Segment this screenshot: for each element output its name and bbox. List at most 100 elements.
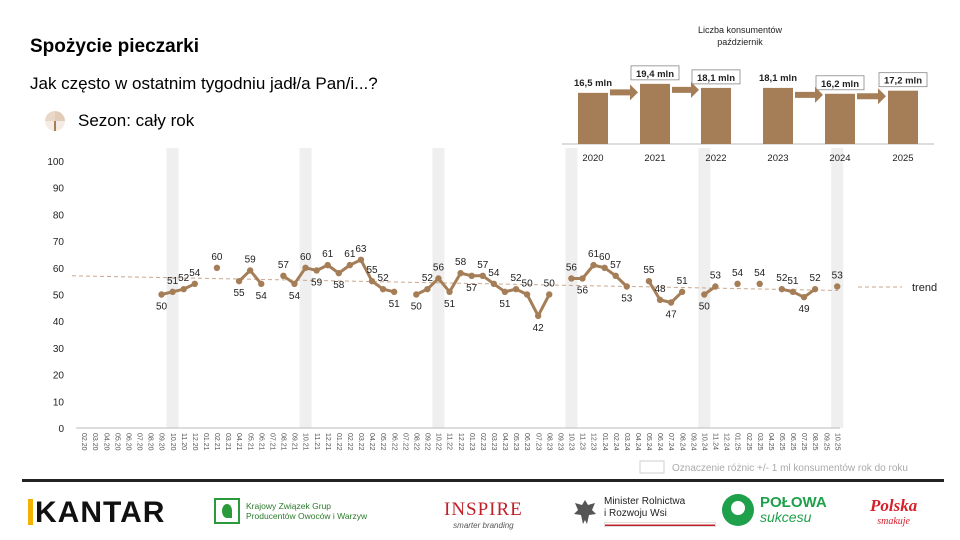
- data-label: 51: [499, 299, 511, 310]
- data-point: [180, 285, 187, 293]
- x-tick-label: 09.22: [424, 433, 431, 451]
- x-tick-label: 08.24: [678, 433, 685, 451]
- season-indicator: Sezon: cały rok: [44, 110, 194, 132]
- data-label: 50: [156, 302, 168, 313]
- data-point: [313, 267, 320, 274]
- inset-label-box: [691, 69, 741, 85]
- data-label: 54: [289, 291, 301, 302]
- series-line-segment: [161, 282, 196, 296]
- x-tick-label: 10.25: [833, 433, 840, 451]
- x-tick-label: 03.22: [357, 433, 364, 451]
- data-label: 56: [577, 285, 589, 296]
- x-tick-label: 03.21: [224, 433, 231, 451]
- x-tick-label: 07.21: [268, 433, 275, 451]
- x-tick-label: 04.23: [501, 433, 508, 451]
- data-label: 51: [787, 276, 799, 287]
- x-tick-label: 07.23: [534, 433, 541, 451]
- data-label: 52: [510, 273, 522, 284]
- data-label: 51: [389, 299, 401, 310]
- data-label: 59: [245, 254, 257, 265]
- y-tick-label: 50: [53, 291, 65, 302]
- data-point: [645, 277, 653, 285]
- x-tick-label: 12.20: [191, 433, 198, 451]
- x-tick-label: 06.24: [656, 433, 663, 451]
- inset-arrow: [795, 86, 823, 103]
- data-label: 51: [444, 299, 456, 310]
- x-tick-label: 07.22: [401, 433, 408, 451]
- highlight-band: [166, 148, 179, 428]
- data-label: 50: [522, 279, 534, 290]
- x-tick-label: 05.25: [778, 433, 785, 451]
- inset-label-box: [815, 75, 865, 91]
- ministry-logo: Minister Rolnictwa i Rozwoju Wsi: [572, 496, 716, 527]
- x-tick-label: 11.21: [313, 433, 320, 450]
- data-label: 52: [422, 273, 434, 284]
- data-label: 58: [455, 257, 467, 268]
- data-point: [390, 288, 398, 296]
- data-point: [479, 272, 486, 280]
- data-label: 56: [566, 262, 578, 273]
- inset-label-box: [878, 72, 928, 88]
- inset-value-label: 16,2 mln: [821, 79, 859, 90]
- data-point: [811, 285, 819, 293]
- question-text: Jak często w ostatnim tygodniu jadł/a Pa…: [30, 74, 378, 93]
- x-tick-label: 01.22: [335, 433, 342, 451]
- y-tick-label: 70: [53, 237, 65, 248]
- x-tick-label: 09.20: [158, 433, 165, 451]
- data-point: [457, 269, 464, 277]
- data-point: [357, 256, 365, 263]
- x-tick-label: 06.21: [257, 433, 264, 451]
- x-tick-label: 11.20: [180, 433, 187, 450]
- x-tick-label: 01.21: [202, 433, 209, 451]
- data-label: 52: [810, 273, 822, 284]
- data-point: [612, 272, 619, 280]
- inset-category-label: 2020: [582, 153, 603, 164]
- x-tick-label: 02.24: [612, 433, 619, 451]
- data-point: [734, 280, 741, 288]
- inset-value-label: 18,1 mln: [697, 73, 735, 84]
- inset-bar: [825, 93, 855, 144]
- polowa-circle-icon: [722, 494, 754, 526]
- x-tick-label: 03.20: [91, 433, 98, 451]
- series-line-segment: [781, 287, 816, 299]
- data-label: 60: [599, 252, 611, 263]
- data-point: [834, 283, 841, 290]
- inset-category-label: 2021: [644, 153, 665, 164]
- x-tick-label: 05.23: [512, 433, 519, 451]
- x-tick-label: 09.23: [556, 433, 563, 451]
- x-tick-label: 10.24: [700, 433, 707, 451]
- x-tick-label: 12.22: [457, 433, 464, 451]
- x-tick-label: 06.25: [789, 433, 796, 451]
- data-point: [169, 288, 176, 296]
- data-label: 54: [732, 268, 744, 279]
- inset-label-box: [630, 65, 680, 81]
- data-label: 50: [699, 302, 711, 313]
- y-tick-label: 10: [53, 397, 65, 408]
- x-tick-label: 06.23: [523, 433, 530, 451]
- data-point: [579, 275, 586, 282]
- data-label: 50: [411, 302, 423, 313]
- data-label: 52: [178, 273, 190, 284]
- x-tick-label: 12.21: [324, 433, 331, 451]
- data-label: 54: [189, 268, 201, 279]
- data-point: [280, 272, 287, 280]
- data-point: [435, 275, 442, 282]
- data-point: [368, 277, 376, 285]
- data-label: 57: [278, 260, 290, 271]
- data-label: 47: [666, 310, 678, 321]
- inset-bar: [640, 83, 670, 144]
- data-point: [623, 283, 630, 290]
- x-tick-label: 01.25: [734, 433, 741, 451]
- x-tick-label: 04.20: [102, 433, 109, 451]
- inset-bar: [701, 87, 731, 144]
- x-tick-label: 03.24: [623, 433, 630, 451]
- inset-value-label: 16,5 mln: [574, 78, 612, 89]
- consumers-bar-chart: Liczba konsumentów październik 16,5 mln 202…: [562, 25, 934, 164]
- inset-category-label: 2023: [767, 153, 788, 164]
- data-label: 55: [234, 288, 246, 299]
- inset-title: październik: [717, 37, 763, 47]
- x-tick-label: 08.25: [811, 433, 818, 451]
- inset-value-label: 17,2 mln: [884, 76, 922, 87]
- data-label: 56: [433, 262, 445, 273]
- data-label: 59: [311, 277, 323, 288]
